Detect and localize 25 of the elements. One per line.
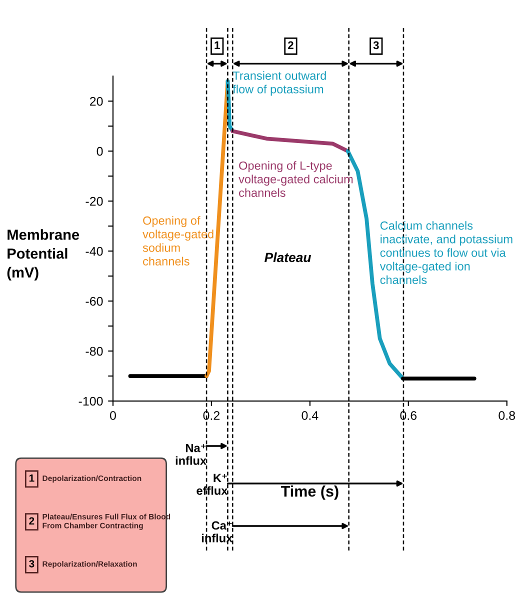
annotation: Na⁺ influx xyxy=(176,444,206,465)
text: 2 xyxy=(288,41,294,50)
annotation: Transient outward flow of potassium xyxy=(232,71,326,96)
y-tick-label: 0 xyxy=(96,146,103,156)
x-tick-label: 0.4 xyxy=(302,411,318,420)
annotation: Plateau xyxy=(264,252,312,262)
x-axis-title: Time (s) xyxy=(280,485,338,500)
line-series xyxy=(230,129,350,154)
annotation: Calcium channels inactivate, and potassium continues to flow out via voltage-gated ion channels xyxy=(380,221,512,284)
y-axis-title: Membrane Potential (mV) xyxy=(7,229,80,281)
x-tick-label: 0 xyxy=(110,411,116,420)
y-tick-label: -40 xyxy=(86,246,103,256)
text: 3 xyxy=(373,41,379,50)
text: 1 xyxy=(214,41,220,50)
y-tick-label: 20 xyxy=(90,96,103,106)
annotation: Opening of L-type voltage-gated calcium channels xyxy=(238,161,353,197)
y-tick-label: -80 xyxy=(86,346,103,356)
y-tick-label: -100 xyxy=(78,396,103,406)
annotation: Opening of voltage-gated sodium channels xyxy=(142,216,214,266)
y-tick-label: -60 xyxy=(86,296,103,306)
y-tick-label: -20 xyxy=(86,196,103,206)
x-tick-label: 0.2 xyxy=(203,411,220,420)
x-tick-label: 0.8 xyxy=(498,411,516,420)
annotation: K⁺ efflux xyxy=(196,474,228,495)
x-tick-label: 0.6 xyxy=(400,411,417,420)
